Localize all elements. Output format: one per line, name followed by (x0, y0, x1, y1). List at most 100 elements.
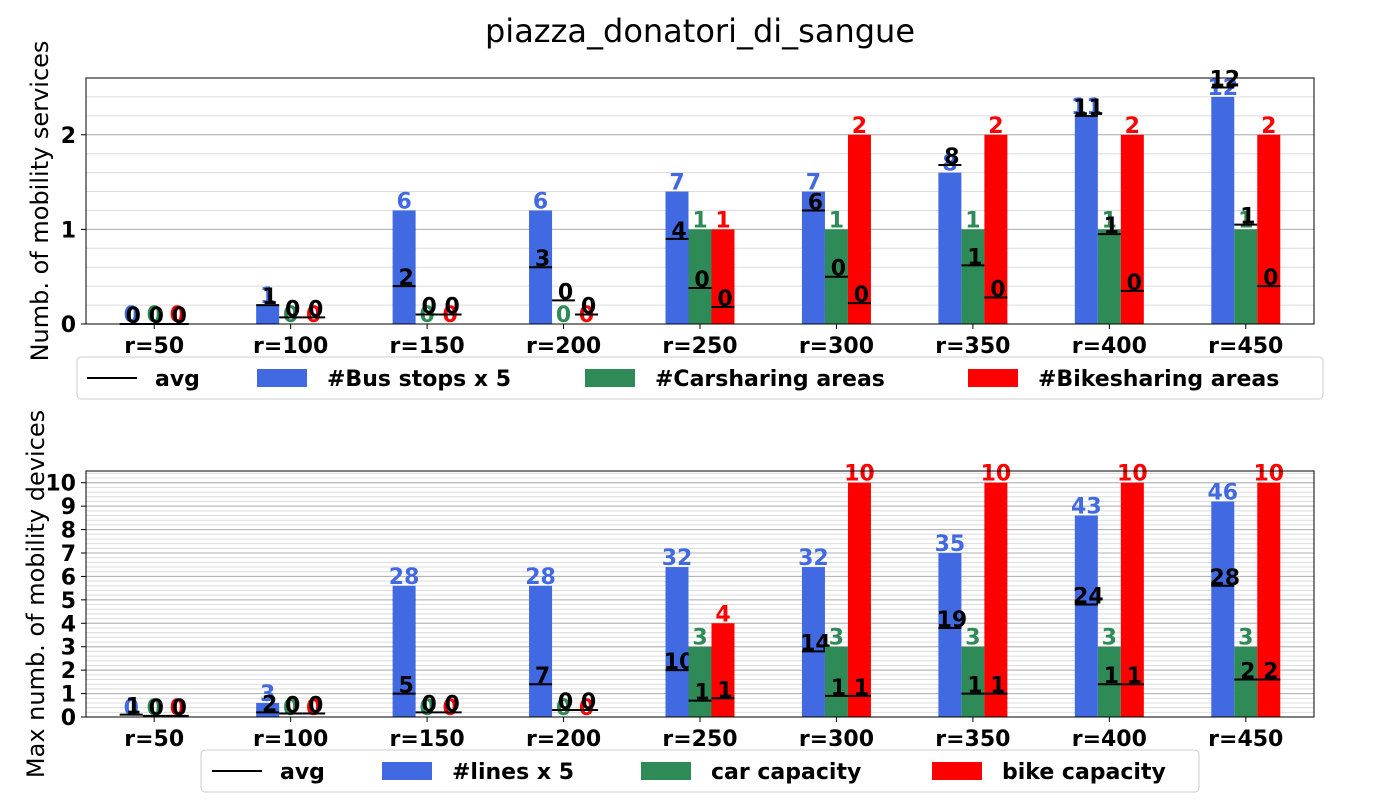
avg-label: 0 (854, 283, 869, 308)
bar-bike (711, 229, 735, 324)
legend-entry: avg (280, 760, 325, 785)
bar-bus (256, 702, 280, 717)
avg-label: 0 (581, 690, 596, 715)
data-label-bike: 4 (715, 602, 730, 627)
data-label-bus: 7 (806, 171, 821, 196)
data-label-bus: 7 (669, 171, 684, 196)
data-label-bus: 1 (260, 284, 275, 309)
bar-bike (1257, 134, 1281, 324)
avg-label: 2 (1263, 660, 1278, 685)
avg-label: 1 (126, 695, 141, 720)
data-label-car: 0 (556, 303, 571, 328)
x-tick-label: r=50 (124, 727, 184, 752)
bar-bike (984, 482, 1008, 717)
legend-swatch-bike (932, 762, 982, 780)
x-tick-label: r=450 (1208, 334, 1283, 359)
avg-label: 0 (581, 295, 596, 320)
legend-swatch-car (641, 762, 691, 780)
bar-bike (1120, 134, 1144, 324)
legend-swatch-bus (382, 762, 432, 780)
data-label-bike: 0 (306, 303, 321, 328)
bar-car (688, 229, 712, 324)
legend-swatch-car (585, 369, 635, 387)
x-tick-label: r=450 (1208, 727, 1283, 752)
bar-bus (529, 585, 553, 717)
avg-label: 0 (1127, 271, 1142, 296)
data-label-bus: 0 (124, 303, 139, 328)
avg-label: 0 (285, 297, 300, 322)
legend-swatch-bike (968, 369, 1018, 387)
data-label-car: 0 (147, 303, 162, 328)
x-tick-label: r=200 (526, 727, 601, 752)
avg-label: 1 (831, 676, 846, 701)
legend-box (76, 356, 1324, 400)
data-label-bike: 0 (170, 303, 185, 328)
legend-entry: #lines x 5 (452, 760, 574, 785)
data-label-bus: 3 (260, 682, 275, 707)
chart-title: piazza_donatori_di_sangue (485, 12, 915, 50)
y-tick-label: 5 (61, 589, 76, 614)
legend-entry: #Carsharing areas (655, 367, 885, 392)
legend-entry: avg (155, 367, 200, 392)
avg-label: 0 (126, 304, 141, 329)
bar-car (1234, 229, 1258, 324)
y-tick-label: 2 (61, 124, 76, 149)
data-label-bus: 28 (525, 565, 556, 590)
x-tick-label: r=150 (390, 334, 465, 359)
data-label-bike: 1 (715, 208, 730, 233)
data-label-bike: 2 (1125, 114, 1140, 139)
avg-label: 1 (1104, 664, 1119, 689)
avg-label: 8 (944, 145, 959, 170)
avg-label: 0 (831, 257, 846, 282)
avg-label: 1 (967, 245, 982, 270)
avg-label: 0 (694, 268, 709, 293)
avg-label: 1 (990, 674, 1005, 699)
avg-label: 5 (398, 674, 413, 699)
bar-car (1234, 646, 1258, 717)
avg-label: 4 (671, 219, 686, 244)
x-tick-label: r=300 (799, 727, 874, 752)
data-label-bike: 10 (1253, 462, 1284, 487)
avg-label: 12 (1209, 67, 1240, 92)
plot-frame (85, 470, 1315, 718)
bar-bus (1074, 115, 1098, 324)
avg-label: 0 (149, 304, 164, 329)
data-label-bus: 32 (798, 546, 829, 571)
avg-label: 0 (1263, 266, 1278, 291)
data-label-bus: 43 (1071, 495, 1102, 520)
avg-label: 0 (558, 690, 573, 715)
bar-bus (938, 553, 962, 717)
y-tick-label: 6 (61, 565, 76, 590)
avg-label: 0 (717, 287, 732, 312)
avg-label: 0 (172, 696, 187, 721)
y-tick-label: 9 (61, 495, 76, 520)
data-label-bus: 32 (662, 546, 693, 571)
bar-bus (256, 305, 280, 324)
avg-label: 1 (694, 681, 709, 706)
y-tick-label: 1 (61, 218, 76, 243)
avg-label: 0 (444, 692, 459, 717)
y-tick-label: 4 (61, 612, 76, 637)
bar-bus (392, 585, 416, 717)
avg-label: 2 (262, 692, 277, 717)
avg-label: 28 (1209, 566, 1240, 591)
y-tick-label: 7 (61, 542, 76, 567)
avg-label: 11 (1073, 96, 1104, 121)
data-label-bike: 10 (981, 462, 1012, 487)
bar-car (961, 646, 985, 717)
x-tick-label: r=200 (526, 334, 601, 359)
data-label-bike: 2 (988, 114, 1003, 139)
bar-bike (1120, 482, 1144, 717)
data-label-car: 3 (1102, 626, 1117, 651)
data-label-car: 3 (1238, 626, 1253, 651)
y-axis-label: Numb. of mobility services (26, 41, 54, 362)
avg-label: 0 (558, 280, 573, 305)
bar-car (961, 229, 985, 324)
y-tick-label: 0 (61, 313, 76, 338)
x-tick-label: r=50 (124, 334, 184, 359)
avg-label: 0 (308, 297, 323, 322)
data-label-car: 0 (419, 696, 434, 721)
data-label-bus: 6 (533, 189, 548, 214)
